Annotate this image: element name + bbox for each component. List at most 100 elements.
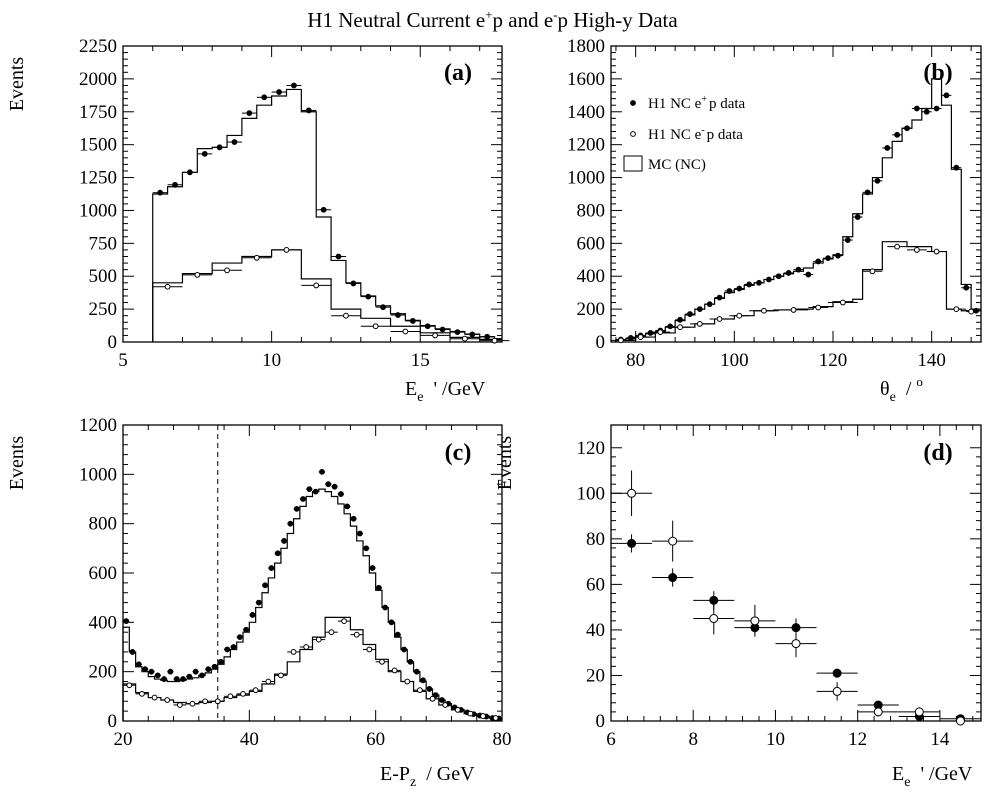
data-point-eminus	[657, 329, 664, 336]
x-axis-title-tail: /	[906, 378, 917, 400]
data-point-eplus	[335, 253, 342, 260]
data-point-eplus	[835, 252, 841, 259]
legend: H1 NC e+ p data H1 NC e-p data MC (NC)	[623, 94, 746, 173]
data-point-eplus	[261, 94, 268, 101]
y-tick-label: 0	[596, 711, 606, 732]
data-point-eminus	[869, 268, 876, 275]
data-point-eplus	[409, 318, 416, 324]
y-tick-label: 250	[89, 299, 118, 320]
x-axis-title-sub: e	[417, 390, 423, 405]
data-point-eminus	[677, 324, 683, 331]
data-point-eplus	[394, 631, 401, 638]
x-tick-label: 80	[493, 729, 512, 750]
data-point-eplus	[201, 150, 208, 157]
x-tick-label: 12	[848, 729, 867, 750]
y-tick-label: 60	[586, 574, 605, 595]
data-point-eplus	[180, 676, 186, 682]
data-point-eplus	[142, 666, 149, 673]
data-point-eminus	[265, 678, 272, 685]
data-point-eplus	[172, 181, 178, 188]
data-point-eminus	[815, 304, 822, 311]
data-point-eminus	[953, 306, 960, 313]
data-point-eplus	[154, 672, 161, 679]
x-tick-label: 20	[114, 729, 133, 750]
data-point-eplus	[186, 169, 193, 176]
data-point-eminus	[429, 695, 436, 702]
data-point-eplus	[199, 672, 205, 679]
data-point-eplus	[268, 565, 275, 571]
y-tick-label: 40	[586, 620, 605, 641]
x-tick-label: 8	[688, 729, 698, 750]
y-tick-label: 750	[89, 233, 118, 254]
plot-frame	[610, 424, 982, 722]
data-point-eplus	[785, 270, 792, 276]
data-point-eminus	[617, 337, 624, 344]
data-point-eplus	[687, 311, 693, 317]
y-tick-label: 2000	[79, 69, 117, 90]
y-tick-label: 600	[89, 563, 118, 584]
data-point-eplus	[696, 306, 703, 313]
y-tick-label: 1400	[567, 102, 605, 123]
data-point-eminus	[637, 334, 644, 340]
y-tick-label: 1250	[79, 168, 117, 189]
data-point-eplus	[344, 503, 351, 510]
data-point-eplus	[293, 505, 300, 512]
data-point-eplus	[356, 530, 363, 537]
y-tick-label: 1000	[79, 464, 117, 485]
panel-label: (a)	[444, 60, 472, 86]
data-point-eplus	[677, 316, 683, 323]
data-point-eminus	[873, 707, 883, 717]
data-point-eplus	[627, 334, 634, 341]
data-point-eminus	[442, 702, 449, 708]
data-point-eplus	[765, 276, 772, 283]
data-point-eplus	[135, 661, 142, 668]
x-axis-title-sub: e	[890, 390, 896, 405]
data-point-eplus	[224, 646, 231, 653]
mc-histogram-eplus	[615, 78, 981, 342]
x-tick-label: 60	[366, 729, 385, 750]
y-tick-label: 1000	[567, 168, 605, 189]
data-point-eplus	[369, 565, 376, 571]
x-axis-title-main: θ	[880, 378, 890, 400]
data-point-eplus	[148, 668, 155, 675]
data-point-eplus	[726, 288, 733, 294]
panel-a: 0 250 500 750 1000 1250 1500 1750 2000 2250 5 10 15 E…	[6, 36, 510, 405]
data-point-eplus	[805, 271, 812, 278]
x-tick-label: 40	[240, 729, 259, 750]
y-axis-title: Events	[6, 436, 28, 491]
data-point-eplus	[123, 618, 130, 624]
data-point-eplus	[943, 92, 950, 99]
data-point-eplus	[401, 646, 407, 653]
data-point-eplus	[407, 658, 414, 665]
y-tick-label: 500	[89, 266, 118, 287]
data-point-eplus	[243, 626, 250, 633]
mc-histogram-eminus	[152, 249, 502, 342]
legend-eplus: H1 NC e+ p data	[648, 94, 746, 112]
panel-label: (c)	[445, 440, 472, 466]
data-point-eplus	[350, 280, 357, 287]
data-point-eplus	[249, 612, 256, 618]
x-axis-title-main: E	[892, 763, 904, 785]
data-point-eplus	[382, 604, 389, 611]
x-axis-title-main: E	[405, 378, 417, 400]
data-point-eplus	[736, 285, 743, 292]
y-tick-label: 120	[577, 438, 606, 459]
data-point-eminus	[139, 690, 145, 697]
data-point-eplus	[439, 697, 445, 703]
data-point-eplus	[832, 668, 842, 678]
data-point-eplus	[667, 323, 674, 330]
plot-frame	[610, 45, 982, 343]
data-point-eminus	[341, 618, 347, 624]
data-point-eplus	[933, 105, 940, 112]
data-point-eminus	[189, 700, 196, 707]
data-point-eplus	[413, 668, 420, 675]
data-point-eplus	[281, 538, 287, 544]
x-tick-label: 6	[606, 729, 616, 750]
data-point-eminus	[454, 707, 461, 713]
data-point-eplus	[325, 481, 332, 488]
data-point-eminus	[283, 247, 290, 253]
data-point-eplus	[844, 237, 851, 243]
y-tick-label: 1800	[567, 36, 605, 57]
data-point-eplus	[795, 266, 802, 273]
